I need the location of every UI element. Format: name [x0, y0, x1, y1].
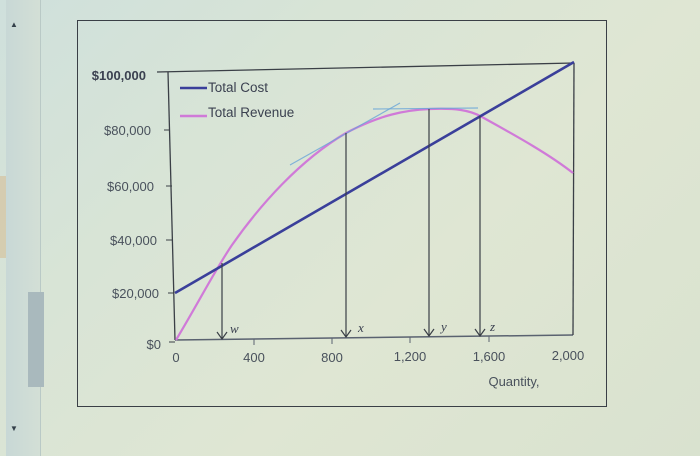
x-axis-ticks [253, 336, 490, 345]
x-tick-800: 800 [321, 350, 343, 365]
marker-x: x [357, 320, 364, 335]
scroll-down-arrow-icon[interactable]: ▼ [10, 424, 18, 433]
x-axis-label: Quantity, [488, 374, 539, 389]
total-revenue-curve [175, 107, 574, 341]
total-cost-line [174, 60, 575, 295]
x-tick-1200: 1,200 [394, 349, 427, 364]
y-tick-60000: $60,000 [107, 179, 154, 194]
scrollbar-thumb[interactable] [28, 292, 44, 387]
chart-frame [77, 20, 607, 407]
scroll-up-arrow-icon[interactable]: ▲ [10, 20, 18, 29]
legend-label-total-revenue: Total Revenue [208, 105, 294, 120]
y-axis-ticks [164, 129, 175, 343]
y-tick-0: $0 [147, 337, 161, 352]
x-tick-2000: 2,000 [552, 348, 585, 363]
x-tick-0: 0 [172, 350, 179, 365]
arrows [216, 109, 486, 341]
y-tick-80000: $80,000 [104, 123, 151, 138]
plot-area [156, 62, 575, 341]
y-tick-100000: $100,000 [92, 68, 146, 83]
legend-label-total-cost: Total Cost [208, 80, 268, 95]
marker-y: y [439, 319, 447, 334]
y-tick-20000: $20,000 [112, 286, 159, 301]
marker-z: z [489, 319, 495, 334]
x-tick-1600: 1,600 [473, 349, 506, 364]
vertical-scrollbar[interactable]: ▲ ▼ [6, 0, 44, 456]
tangent-line-x [289, 102, 401, 166]
y-tick-40000: $40,000 [110, 233, 157, 248]
legend: Total Cost Total Revenue [180, 80, 294, 120]
tangent-line-y [372, 107, 479, 110]
marker-w: w [230, 321, 239, 336]
x-tick-400: 400 [243, 350, 265, 365]
